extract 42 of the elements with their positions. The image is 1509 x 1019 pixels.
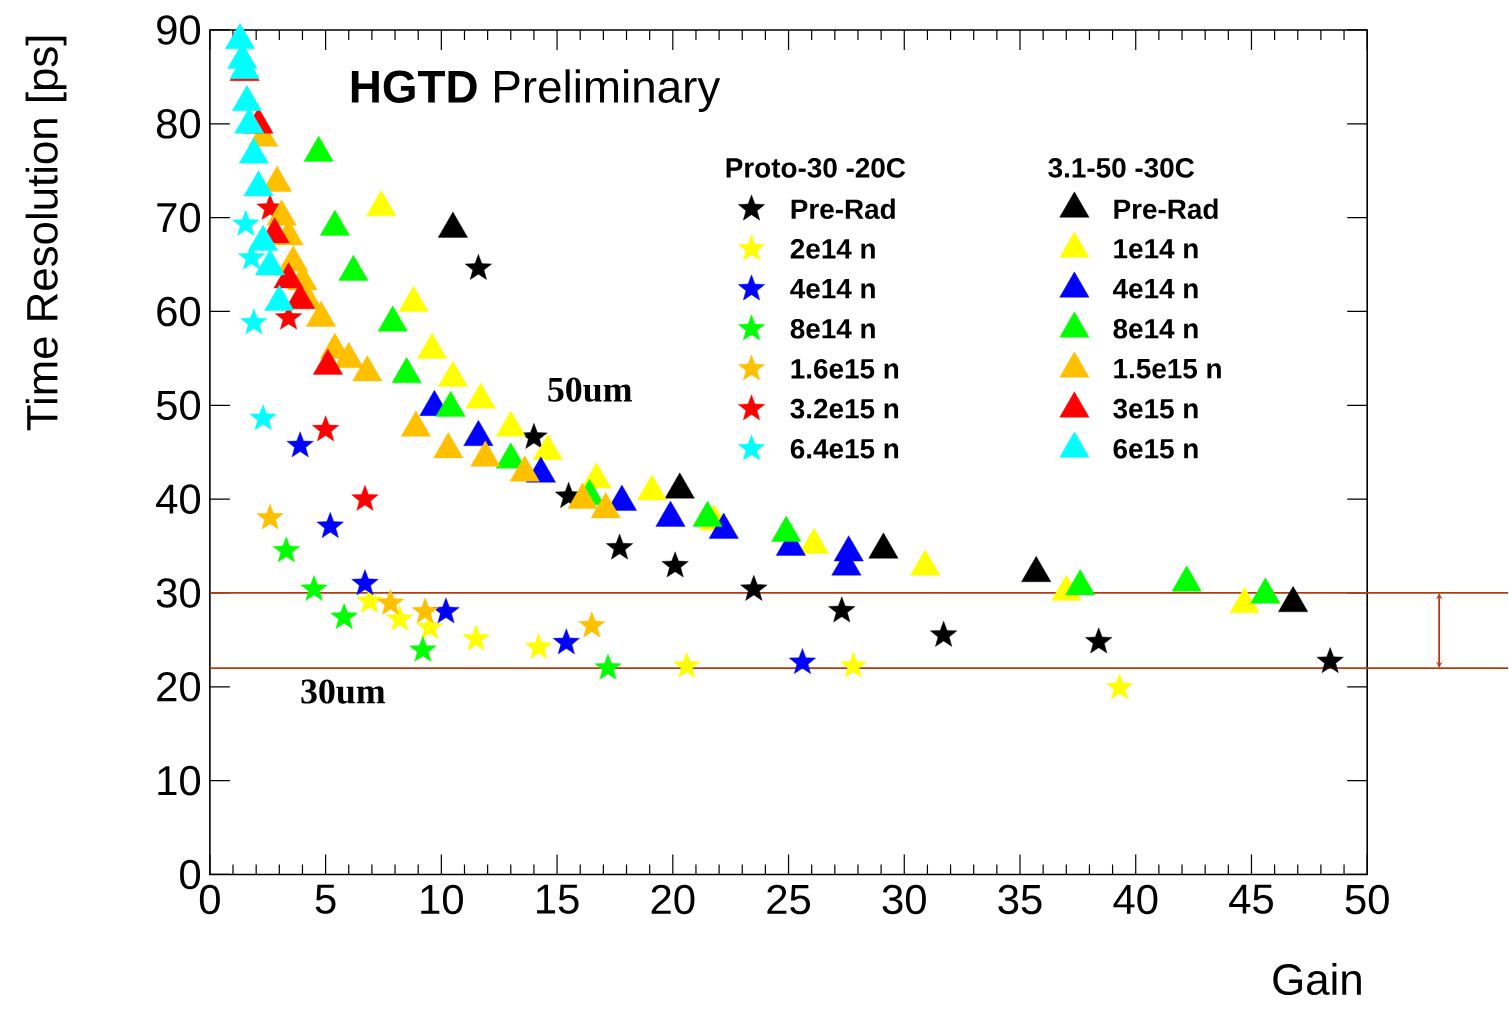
legend-label: 4e14 n	[790, 278, 875, 299]
legend-label: Pre-Rad	[791, 198, 895, 219]
x-tick-label: 5	[315, 884, 336, 914]
x-tick-label: 10	[421, 884, 463, 915]
x-tick-label: 35	[998, 884, 1042, 915]
y-tick-label: 30	[156, 577, 201, 608]
legend-label: 2e14 n	[790, 238, 875, 259]
x-tick-label: 40	[1113, 884, 1158, 915]
legend-label: 1.5e15 n	[1114, 358, 1221, 379]
y-tick-label: 50	[156, 390, 201, 420]
annotation: 30um	[301, 679, 386, 704]
text: HGTD Preliminary	[351, 69, 721, 112]
y-tick-label: 90	[157, 14, 201, 45]
legend-label: 8e14 n	[790, 318, 875, 339]
y-tick-label: 20	[157, 671, 201, 702]
x-tick-label: 30	[882, 884, 926, 915]
annotation: Proto-30 -20C	[726, 157, 906, 178]
x-tick-label: 45	[1229, 884, 1273, 914]
x-tick-label: 15	[537, 884, 579, 914]
legend-label: 3.2e15 n	[790, 398, 899, 419]
legend-label: 3e15 n	[1113, 398, 1198, 419]
annotation: 3.1-50 -30C	[1048, 157, 1195, 178]
y-tick-label: 10	[158, 765, 201, 796]
legend-label: 6e15 n	[1113, 438, 1198, 459]
y-tick-label: 40	[156, 484, 201, 514]
y-tick-label: 80	[156, 108, 201, 139]
legend-label: 8e14 n	[1113, 318, 1198, 339]
y-tick-label: 0	[180, 859, 201, 890]
legend-label: 4e14 n	[1112, 278, 1198, 299]
y-tick-label: 60	[157, 296, 201, 327]
legend-label: 1.6e15 n	[791, 358, 899, 379]
y-tick-label: 70	[157, 202, 201, 233]
legend-label: Pre-Rad	[1114, 198, 1218, 219]
y-axis-title: Time Resolution [ps]	[25, 36, 67, 431]
annotation: 50um	[548, 377, 632, 402]
x-tick-label: 0	[199, 884, 220, 915]
x-axis-title: Gain	[1273, 962, 1361, 995]
x-tick-label: 50	[1345, 884, 1389, 915]
x-tick-label: 20	[651, 884, 695, 915]
x-tick-label: 25	[767, 884, 811, 915]
legend-label: 1e14 n	[1114, 238, 1198, 259]
legend-label: 6.4e15 n	[790, 438, 899, 459]
